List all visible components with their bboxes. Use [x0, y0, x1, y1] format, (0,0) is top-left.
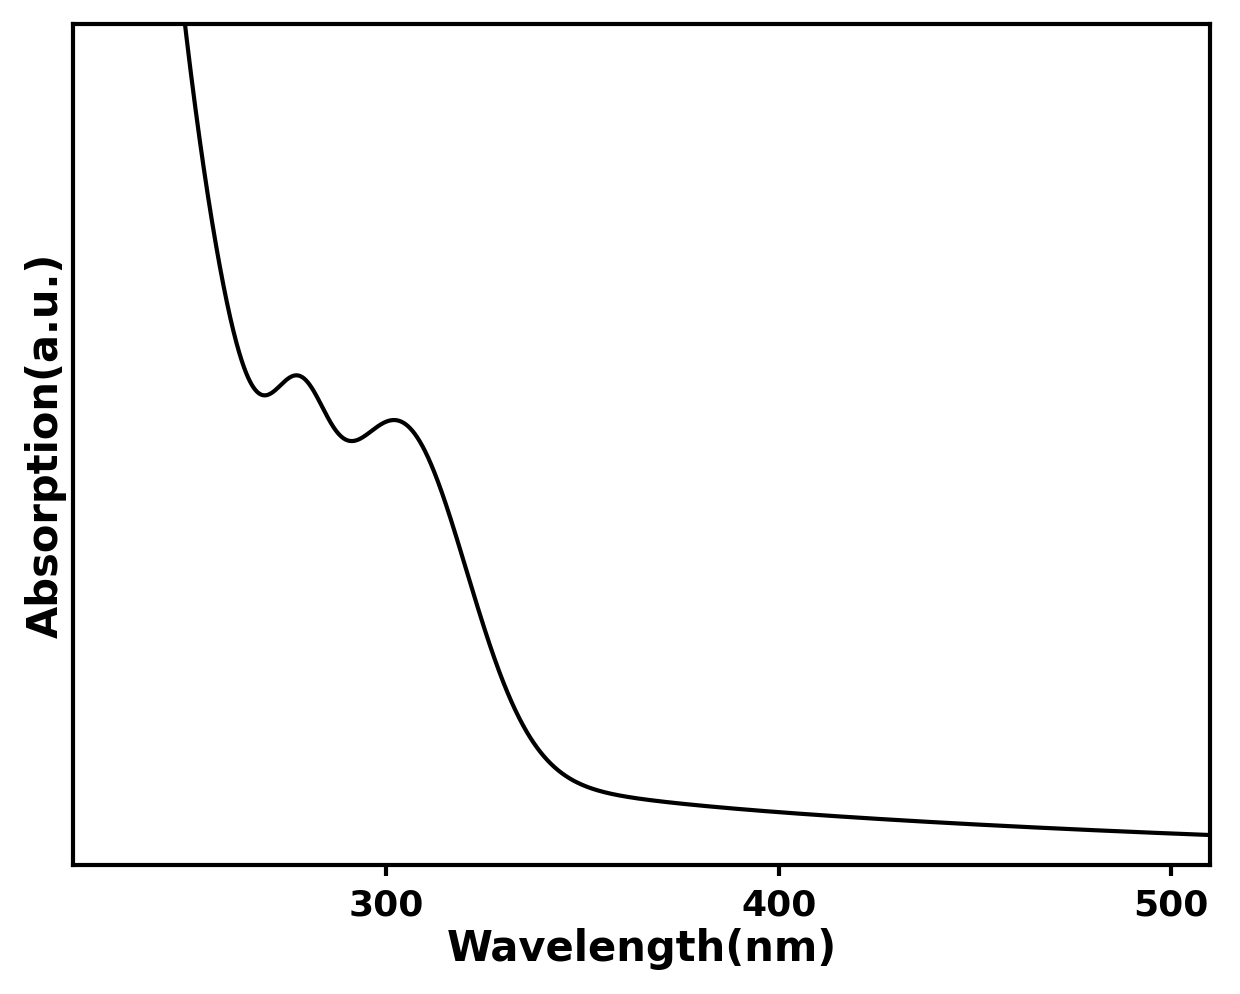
Y-axis label: Absorption(a.u.): Absorption(a.u.): [25, 252, 67, 638]
X-axis label: Wavelength(nm): Wavelength(nm): [446, 927, 837, 969]
